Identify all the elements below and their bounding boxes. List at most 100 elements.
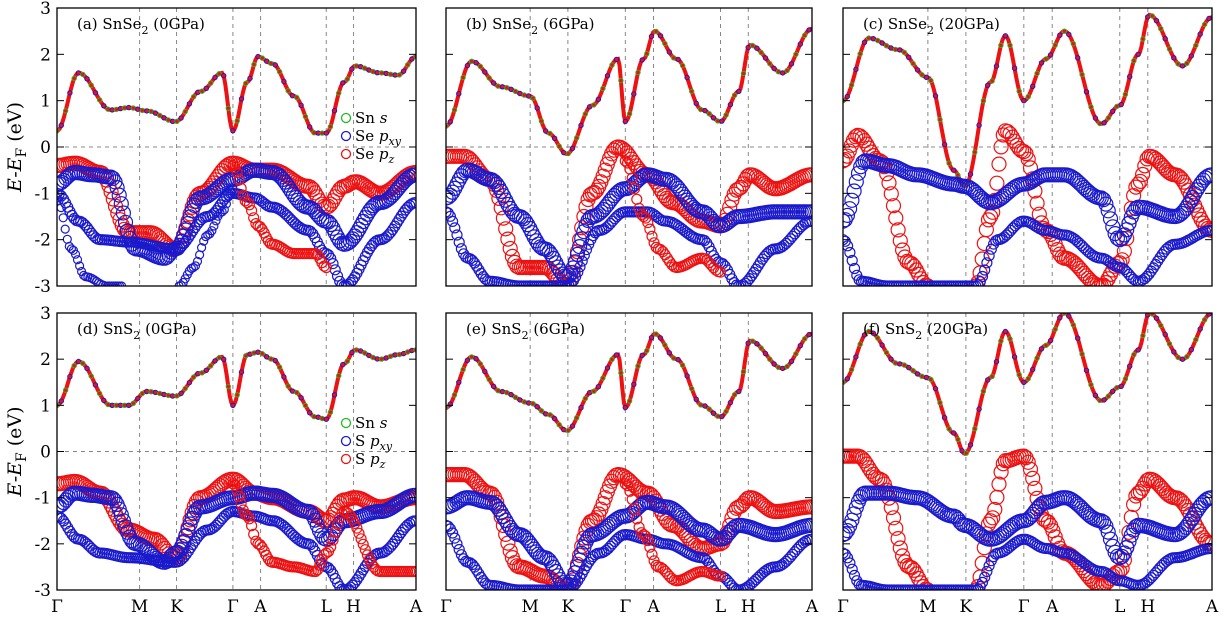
band-point xyxy=(600,222,612,234)
band-point xyxy=(349,349,355,356)
band-point xyxy=(987,501,1003,518)
band-point xyxy=(67,90,73,96)
band-point xyxy=(890,530,906,547)
y-tick-label: 3 xyxy=(40,304,51,324)
band-point xyxy=(600,375,606,381)
band-point xyxy=(892,233,908,249)
band-point xyxy=(604,73,611,79)
band-point xyxy=(618,370,624,376)
band-point xyxy=(876,476,893,492)
band-point xyxy=(919,72,925,78)
band-point xyxy=(920,278,936,286)
band-point xyxy=(517,90,523,97)
band-point xyxy=(1025,94,1031,100)
band-point xyxy=(81,538,93,550)
band-point xyxy=(737,493,754,509)
band-point xyxy=(294,94,300,101)
band-point xyxy=(130,400,137,406)
x-tick-label: M xyxy=(131,597,148,617)
band-point xyxy=(208,363,214,369)
band-point xyxy=(1125,496,1142,513)
band-point xyxy=(490,383,497,390)
band-point xyxy=(1132,484,1149,500)
band-point xyxy=(1098,275,1114,286)
band-1 xyxy=(843,448,936,590)
band-point xyxy=(941,415,948,421)
band-point xyxy=(400,68,407,74)
x-tick-label: K xyxy=(960,597,973,617)
band-point xyxy=(890,222,906,238)
band-point xyxy=(1184,190,1201,206)
band-point xyxy=(447,215,459,227)
band-point xyxy=(327,409,334,415)
band-3 xyxy=(446,519,812,590)
panel-title: (a) SnSe2 (0GPa) xyxy=(77,15,205,37)
band-point xyxy=(482,69,488,75)
band-point xyxy=(793,541,805,553)
band-point xyxy=(451,107,458,113)
band-point xyxy=(727,399,734,406)
band-point xyxy=(1047,529,1063,545)
band-point xyxy=(946,426,952,432)
band-point xyxy=(850,165,867,181)
band-point xyxy=(1004,129,1020,145)
band-point xyxy=(989,78,995,84)
band-line xyxy=(57,347,416,422)
band-point xyxy=(1162,331,1168,338)
band-point xyxy=(192,256,203,266)
band-point xyxy=(551,135,558,142)
band-point xyxy=(1089,576,1105,590)
band-point xyxy=(702,107,708,114)
band-point xyxy=(491,501,507,517)
band-point xyxy=(57,511,65,523)
band-point xyxy=(622,404,628,411)
band-point xyxy=(447,119,453,125)
band-point xyxy=(203,367,210,373)
band-point xyxy=(199,88,205,94)
band-point xyxy=(843,552,854,564)
band-point xyxy=(545,559,562,575)
band-point xyxy=(351,221,367,237)
band-point xyxy=(117,281,127,286)
band-point xyxy=(254,221,266,233)
band-point xyxy=(502,278,514,286)
band-point xyxy=(1057,32,1063,38)
band-point xyxy=(571,547,588,564)
band-point xyxy=(853,354,859,360)
band-point xyxy=(96,279,106,286)
band-point xyxy=(58,398,64,404)
band-point xyxy=(1093,513,1109,529)
bands xyxy=(843,313,1212,590)
band-point xyxy=(1011,65,1018,71)
band-point xyxy=(684,373,690,379)
band-point xyxy=(1047,52,1054,58)
band-point xyxy=(860,580,872,590)
band-point xyxy=(327,534,339,546)
band-point xyxy=(920,582,936,590)
band-point xyxy=(1020,454,1036,470)
band-point xyxy=(500,231,516,247)
band-point xyxy=(1118,101,1124,108)
band-point xyxy=(675,356,681,363)
band-point xyxy=(227,478,239,490)
band-point xyxy=(883,186,899,202)
panel-title: (f) SnS2 (20GPa) xyxy=(863,320,988,342)
band-point xyxy=(613,56,620,63)
band-point xyxy=(178,551,190,563)
band-point xyxy=(574,135,580,141)
band-point xyxy=(307,410,313,416)
band-point xyxy=(609,62,615,68)
band-point xyxy=(331,108,338,114)
band-point xyxy=(57,512,67,524)
band-point xyxy=(178,115,184,121)
band-point xyxy=(648,33,655,40)
band-point xyxy=(637,210,650,223)
band-point xyxy=(642,217,654,229)
band-point xyxy=(856,133,873,149)
band-point xyxy=(453,543,465,556)
band-point xyxy=(724,192,740,208)
band-point xyxy=(251,61,257,68)
band-point xyxy=(565,150,571,157)
band-point xyxy=(342,507,354,520)
band-point xyxy=(662,342,668,348)
